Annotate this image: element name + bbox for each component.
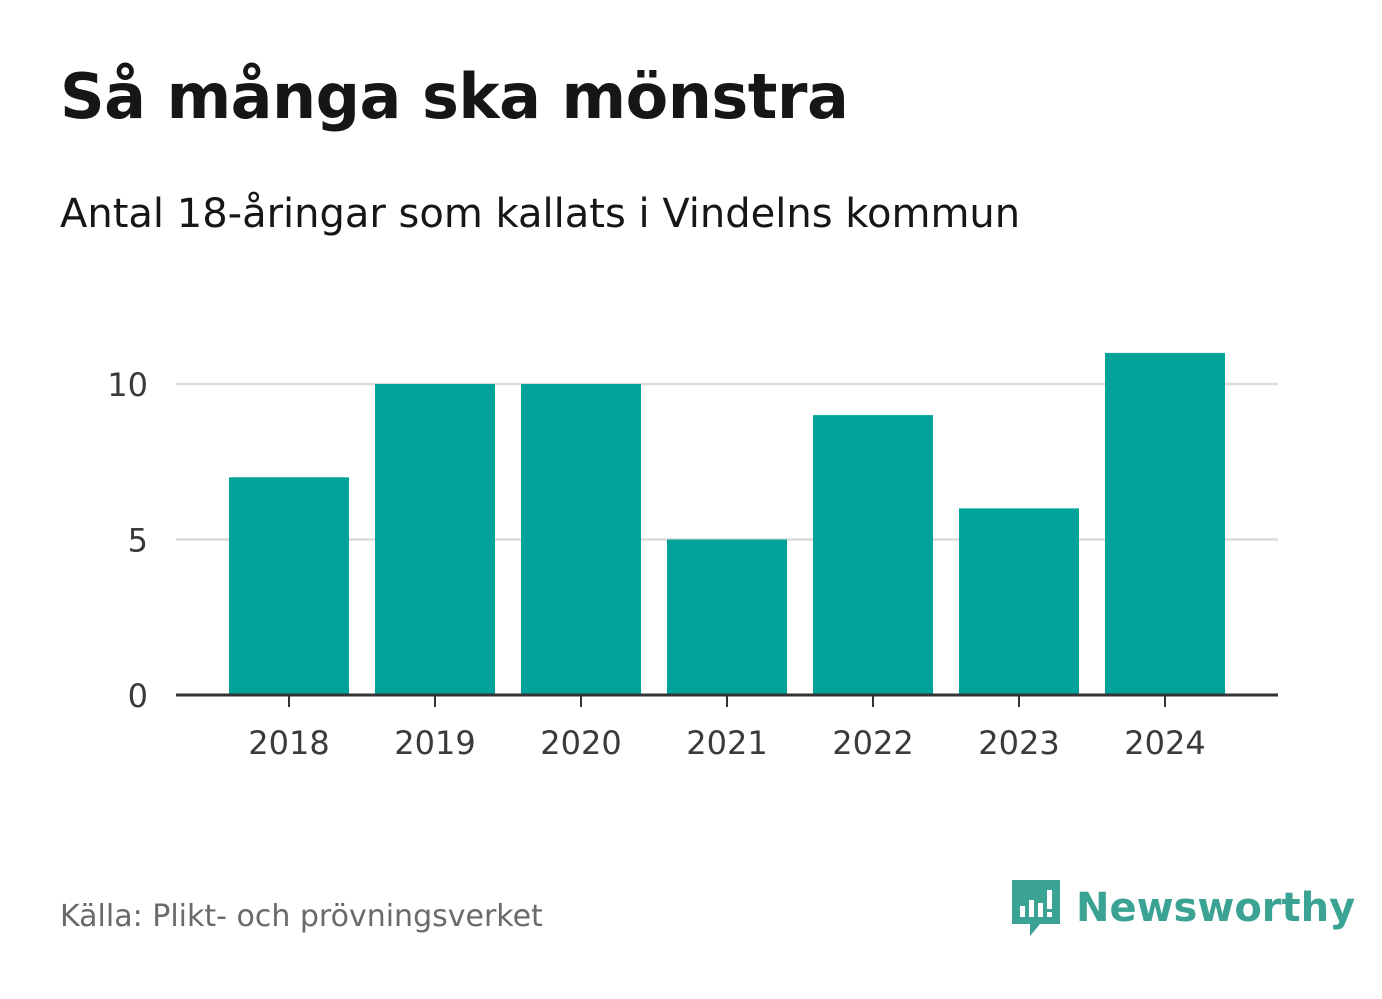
bar-2022 <box>813 415 933 695</box>
chart-title: Så många ska mönstra <box>60 60 849 133</box>
x-tick-label: 2020 <box>540 724 621 762</box>
x-tick-label: 2022 <box>832 724 913 762</box>
x-tick-label: 2018 <box>248 724 329 762</box>
newsworthy-logo-icon <box>1012 880 1060 936</box>
bar-2020 <box>521 384 641 695</box>
bar-2023 <box>959 508 1079 695</box>
brand-name: Newsworthy <box>1076 885 1356 931</box>
newsworthy-logo: Newsworthy <box>1010 878 1355 938</box>
y-tick-label: 10 <box>107 366 148 404</box>
bar-2019 <box>375 384 495 695</box>
bar-2024 <box>1105 352 1225 695</box>
bar-2021 <box>667 539 787 695</box>
y-tick-label: 0 <box>128 677 148 715</box>
y-tick-label: 5 <box>128 522 148 560</box>
x-tick-label: 2019 <box>394 724 475 762</box>
x-tick-label: 2024 <box>1124 724 1205 762</box>
x-tick-label: 2023 <box>978 724 1059 762</box>
source-note: Källa: Plikt- och prövningsverket <box>60 899 543 934</box>
chart-subtitle: Antal 18-åringar som kallats i Vindelns … <box>60 191 1021 237</box>
x-tick-label: 2021 <box>686 724 767 762</box>
bar-2018 <box>229 477 349 695</box>
